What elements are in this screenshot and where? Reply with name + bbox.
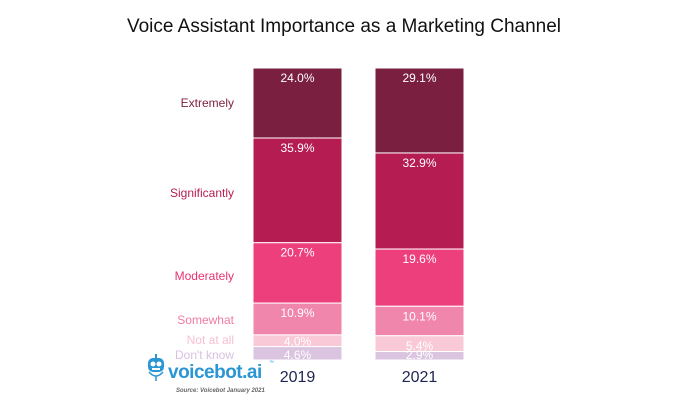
data-label: 2.9% [406,348,434,362]
trademark: ™ [269,360,274,366]
category-label: 2021 [402,369,438,386]
bar-segment-2021-0 [374,67,465,154]
bar-segment-2019-1 [252,137,343,244]
voicebot-logo: voicebot.ai ™ Source: Voicebot January 2… [146,352,276,398]
data-label: 4.0% [284,335,312,349]
legend-label: Don't know [175,348,234,362]
data-label: 32.9% [402,156,436,170]
data-label: 20.7% [280,246,314,260]
data-label: 35.9% [280,141,314,155]
data-label: 5.4% [406,339,434,353]
legend-label: Extremely [181,96,234,110]
logo-text: voicebot.ai [168,362,262,383]
data-label: 29.1% [402,71,436,85]
bar-segment-2021-1 [374,152,465,250]
legend-label: Not at all [187,333,234,347]
legend-label: Significantly [170,186,234,200]
source-note: Source: Voicebot January 2021 [176,388,265,394]
data-label: 10.1% [402,309,436,323]
bar-segment-2019-5 [252,346,343,361]
bar-segment-2019-2 [252,242,343,304]
chart-title: Voice Assistant Importance as a Marketin… [126,16,562,37]
data-label: 10.9% [280,306,314,320]
legend-label: Moderately [175,269,234,283]
category-label: 2019 [280,369,316,386]
bar-segment-2019-3 [252,302,343,336]
bar-segment-2019-0 [252,67,343,139]
robot-microphone-icon [148,354,164,381]
data-label: 19.6% [402,252,436,266]
data-label: 4.6% [284,348,312,362]
bar-segment-2021-5 [374,351,465,361]
legend-label: Somewhat [177,313,234,327]
data-label: 24.0% [280,71,314,85]
